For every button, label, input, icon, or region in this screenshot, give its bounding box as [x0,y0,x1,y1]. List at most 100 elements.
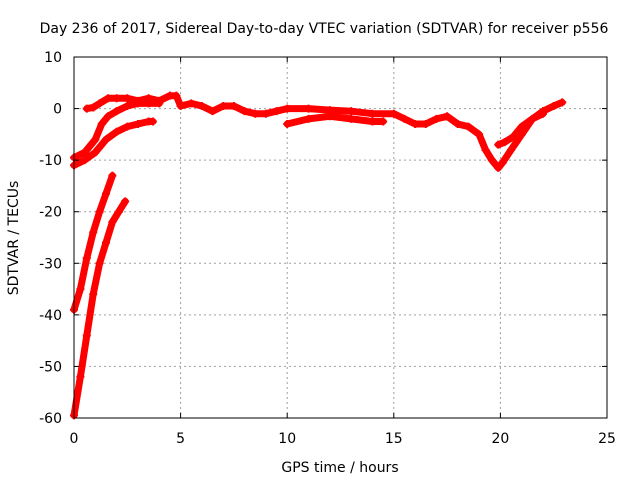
data-point-marker [197,101,206,110]
data-point-marker [304,104,313,113]
data-point-marker [101,189,110,198]
data-point-marker [82,254,91,263]
data-point-marker [272,107,281,116]
data-point-marker [91,135,100,144]
chart-title: Day 236 of 2017, Sidereal Day-to-day VTE… [40,21,609,37]
data-point-marker [97,120,106,129]
data-point-marker [494,163,503,172]
data-point-marker [82,331,91,340]
data-point-marker [283,120,292,129]
data-point-marker [347,114,356,123]
x-tick-label: 20 [491,431,509,447]
data-point-marker [368,109,377,118]
data-point-marker [112,107,121,116]
x-axis-label: GPS time / hours [281,460,398,476]
data-point-marker [517,122,526,131]
y-tick-label: -50 [39,359,62,375]
data-point-marker [400,114,409,123]
data-point-marker [108,218,117,227]
y-tick-label: -10 [39,153,62,169]
data-point-marker [133,99,142,108]
x-tick-label: 5 [176,431,185,447]
data-point-marker [95,259,104,268]
data-point-marker [229,101,238,110]
data-point-marker [558,98,567,107]
data-point-marker [498,158,507,167]
data-point-marker [89,290,98,299]
data-point-marker [432,114,441,123]
data-point-marker [80,156,89,165]
data-point-marker [148,117,157,126]
data-point-marker [487,156,496,165]
series-trace [70,99,163,162]
data-point-marker [219,101,228,110]
data-point-marker [76,372,85,381]
x-tick-label: 25 [598,431,616,447]
series-trace [283,112,387,128]
data-point-marker [89,103,98,112]
data-point-marker [411,120,420,129]
tick-layer: 0 5 10 15 20 25 -60 -50 -40 -30 -20 -10 0 10 [39,50,616,447]
data-point-marker [121,197,130,206]
data-point-marker [123,101,132,110]
data-point-marker [80,148,89,157]
data-point-marker [82,104,91,113]
data-point-marker [208,107,217,116]
data-point-marker [283,104,292,113]
data-point-marker [91,148,100,157]
data-point-marker [347,107,356,116]
x-tick-label: 10 [278,431,296,447]
data-point-marker [507,145,516,154]
data-point-marker [421,120,430,129]
data-point-marker [379,117,388,126]
data-point-marker [368,117,377,126]
data-point-marker [172,91,181,100]
data-point-marker [500,138,509,147]
data-point-marker [155,99,164,108]
data-point-marker [443,112,452,121]
y-tick-label: -30 [39,256,62,272]
data-point-marker [389,109,398,118]
series-trace [70,197,129,419]
data-point-marker [123,94,132,103]
data-point-marker [104,94,113,103]
series-layer [70,91,567,420]
data-point-marker [240,107,249,116]
data-point-marker [112,94,121,103]
data-point-marker [144,99,153,108]
x-tick-label: 0 [70,431,79,447]
y-tick-label: 0 [53,102,62,118]
data-point-marker [176,101,185,110]
plot-frame [73,56,608,419]
x-tick-label: 15 [385,431,403,447]
data-point-marker [101,238,110,247]
data-point-marker [114,207,123,216]
data-point-marker [95,99,104,108]
data-point-marker [549,101,558,110]
data-point-marker [133,120,142,129]
data-point-marker [464,122,473,131]
data-point-marker [481,145,490,154]
data-point-marker [304,114,313,123]
y-tick-label: -60 [39,411,62,427]
data-point-marker [123,122,132,131]
y-tick-label: -40 [39,308,62,324]
data-point-marker [475,130,484,139]
y-axis-label: SDTVAR / TECUs [6,181,22,296]
data-point-marker [539,109,548,118]
data-point-marker [509,132,518,141]
data-point-marker [108,171,117,180]
data-point-marker [104,112,113,121]
data-point-marker [494,140,503,149]
data-point-marker [251,109,260,118]
y-tick-label: -20 [39,205,62,221]
data-point-marker [89,228,98,237]
data-point-marker [187,99,196,108]
data-point-marker [76,285,85,294]
data-point-marker [261,109,270,118]
y-tick-label: 10 [44,50,62,66]
series-trace [70,118,157,169]
data-point-marker [101,135,110,144]
